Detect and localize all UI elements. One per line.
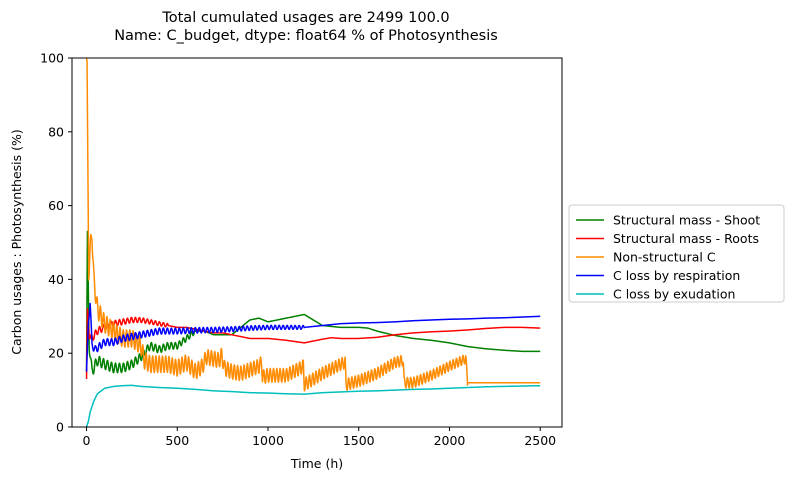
x-tick-label: 1000: [252, 433, 284, 448]
x-tick-label: 2000: [434, 433, 466, 448]
legend-label: C loss by respiration: [613, 268, 740, 283]
y-tick-label: 20: [48, 346, 64, 361]
x-tick-label: 500: [165, 433, 189, 448]
legend-box: [568, 204, 785, 303]
plot-area-frame: [71, 57, 563, 428]
y-tick-label: 80: [48, 124, 64, 139]
chart-title-line-1: Total cumulated usages are 2499 100.0: [161, 10, 449, 26]
legend-label: Structural mass - Shoot: [613, 213, 760, 228]
x-axis-label: Time (h): [290, 456, 343, 471]
series-line-3: [85, 302, 541, 372]
series-lines: [85, 58, 541, 427]
y-tick-label: 40: [48, 272, 64, 287]
series-line-4: [85, 384, 541, 427]
x-tick-label: 2500: [524, 433, 556, 448]
x-tick-label: 0: [83, 433, 91, 448]
chart-title-line-2: Name: C_budget, dtype: float64 % of Phot…: [114, 28, 498, 44]
legend-label: Non-structural C: [613, 250, 716, 265]
y-tick-label: 60: [48, 198, 64, 213]
y-axis: 0 20 40 60 80 100: [40, 51, 72, 435]
legend: Structural mass - Shoot Structural mass -…: [568, 204, 785, 303]
legend-label: Structural mass - Roots: [613, 231, 759, 246]
series-line-2: [85, 58, 541, 392]
y-tick-label: 0: [56, 420, 64, 435]
series-line-1: [85, 308, 541, 380]
x-tick-label: 1500: [343, 433, 375, 448]
series-line-0: [85, 230, 541, 375]
legend-entries: Structural mass - Shoot Structural mass -…: [576, 213, 760, 302]
x-axis: 0 500 1000 1500 2000 2500: [83, 427, 556, 448]
legend-label: C loss by exudation: [613, 287, 735, 302]
chart-title: Total cumulated usages are 2499 100.0 Na…: [114, 10, 498, 44]
y-tick-label: 100: [40, 51, 64, 66]
y-axis-label: Carbon usages : Photosynthesis (%): [9, 129, 24, 355]
